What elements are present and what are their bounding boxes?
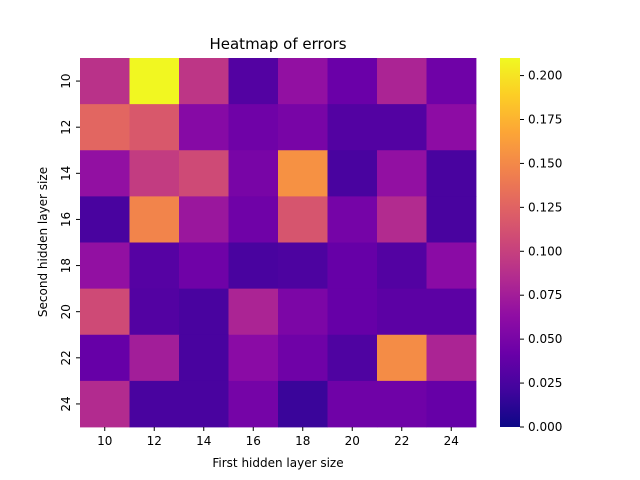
heatmap-cell	[80, 242, 130, 290]
heatmap-cell	[80, 196, 130, 243]
heatmap-cell	[278, 58, 328, 105]
x-axis-label: First hidden layer size	[212, 456, 343, 470]
heatmap-cell	[228, 196, 279, 243]
y-axis-ticks: 10 12 14 16 18 20 22 24	[59, 73, 80, 412]
heatmap-cell	[80, 334, 130, 382]
heatmap-cell	[426, 150, 477, 197]
heatmap-cell	[179, 58, 229, 105]
heatmap-cell	[426, 380, 477, 428]
heatmap-cell	[327, 150, 378, 197]
colorbar-tick-label: 0.075	[528, 288, 562, 302]
heatmap-cell	[129, 196, 180, 243]
heatmap-cell	[80, 288, 130, 336]
heatmap-cell	[426, 288, 477, 336]
colorbar-tick-label: 0.150	[528, 156, 562, 170]
y-tick-label: 18	[59, 258, 73, 273]
x-tick-label: 20	[345, 434, 360, 448]
heatmap-cell	[179, 196, 229, 243]
heatmap-cell	[426, 334, 477, 382]
y-tick-label: 12	[59, 120, 73, 135]
heatmap-cell	[426, 242, 477, 290]
heatmap-cell	[278, 380, 328, 428]
heatmap-cell	[327, 288, 378, 336]
heatmap-cell	[327, 242, 378, 290]
heatmap-cell	[129, 150, 180, 197]
x-tick-label: 12	[147, 434, 162, 448]
heatmap-cell	[377, 334, 427, 382]
colorbar-tick-label: 0.100	[528, 244, 562, 258]
heatmap-cells	[80, 58, 477, 428]
heatmap-cell	[179, 104, 229, 151]
heatmap-cell	[278, 242, 328, 290]
heatmap-cell	[129, 380, 180, 428]
heatmap-cell	[129, 288, 180, 336]
x-tick-label: 18	[295, 434, 310, 448]
heatmap-cell	[179, 150, 229, 197]
heatmap-cell	[179, 242, 229, 290]
y-tick-label: 20	[59, 304, 73, 319]
heatmap-cell	[377, 104, 427, 151]
colorbar-tick-label: 0.050	[528, 332, 562, 346]
colorbar-tick-label: 0.200	[528, 69, 562, 83]
y-axis-label: Second hidden layer size	[36, 167, 50, 317]
colorbar-ticks: 0.000 0.025 0.050 0.075 0.100 0.125 0.150 0.175…	[520, 69, 562, 434]
y-tick-label: 22	[59, 350, 73, 365]
heatmap-cell	[228, 104, 279, 151]
heatmap-cell	[278, 196, 328, 243]
heatmap-cell	[80, 380, 130, 428]
heatmap-cell	[327, 104, 378, 151]
colorbar-tick-label: 0.125	[528, 200, 562, 214]
heatmap-cell	[179, 380, 229, 428]
heatmap-cell	[228, 288, 279, 336]
heatmap-cell	[278, 334, 328, 382]
heatmap-cell	[228, 58, 279, 105]
heatmap-cell	[327, 196, 378, 243]
heatmap-cell	[80, 150, 130, 197]
y-tick-label: 24	[59, 396, 73, 411]
heatmap-cell	[377, 288, 427, 336]
heatmap-cell	[377, 196, 427, 243]
x-tick-label: 22	[394, 434, 409, 448]
x-tick-label: 14	[196, 434, 211, 448]
heatmap-cell	[278, 104, 328, 151]
heatmap-cell	[228, 334, 279, 382]
heatmap-cell	[426, 58, 477, 105]
heatmap-cell	[129, 334, 180, 382]
x-tick-label: 24	[444, 434, 459, 448]
heatmap-cell	[129, 104, 180, 151]
y-tick-label: 10	[59, 73, 73, 88]
heatmap-cell	[426, 104, 477, 151]
y-tick-label: 14	[59, 166, 73, 181]
x-tick-label: 16	[246, 434, 261, 448]
heatmap-cell	[228, 150, 279, 197]
heatmap-cell	[377, 242, 427, 290]
heatmap-cell	[377, 150, 427, 197]
colorbar-tick-label: 0.000	[528, 420, 562, 434]
heatmap-cell	[179, 288, 229, 336]
x-axis-ticks: 10 12 14 16 18 20 22 24	[97, 427, 459, 448]
heatmap-cell	[278, 288, 328, 336]
heatmap-cell	[228, 242, 279, 290]
heatmap-cell	[327, 58, 378, 105]
heatmap-cell	[129, 58, 180, 105]
y-tick-label: 16	[59, 212, 73, 227]
heatmap-cell	[327, 380, 378, 428]
heatmap-cell	[377, 58, 427, 105]
heatmap-cell	[426, 196, 477, 243]
heatmap-cell	[129, 242, 180, 290]
heatmap-cell	[327, 334, 378, 382]
colorbar-tick-label: 0.025	[528, 376, 562, 390]
colorbar	[500, 58, 520, 427]
heatmap-cell	[377, 380, 427, 428]
chart-title: Heatmap of errors	[209, 35, 346, 53]
heatmap-cell	[80, 58, 130, 105]
x-tick-label: 10	[97, 434, 112, 448]
heatmap-cell	[80, 104, 130, 151]
heatmap-cell	[278, 150, 328, 197]
heatmap-cell	[179, 334, 229, 382]
heatmap-cell	[228, 380, 279, 428]
colorbar-tick-label: 0.175	[528, 113, 562, 127]
